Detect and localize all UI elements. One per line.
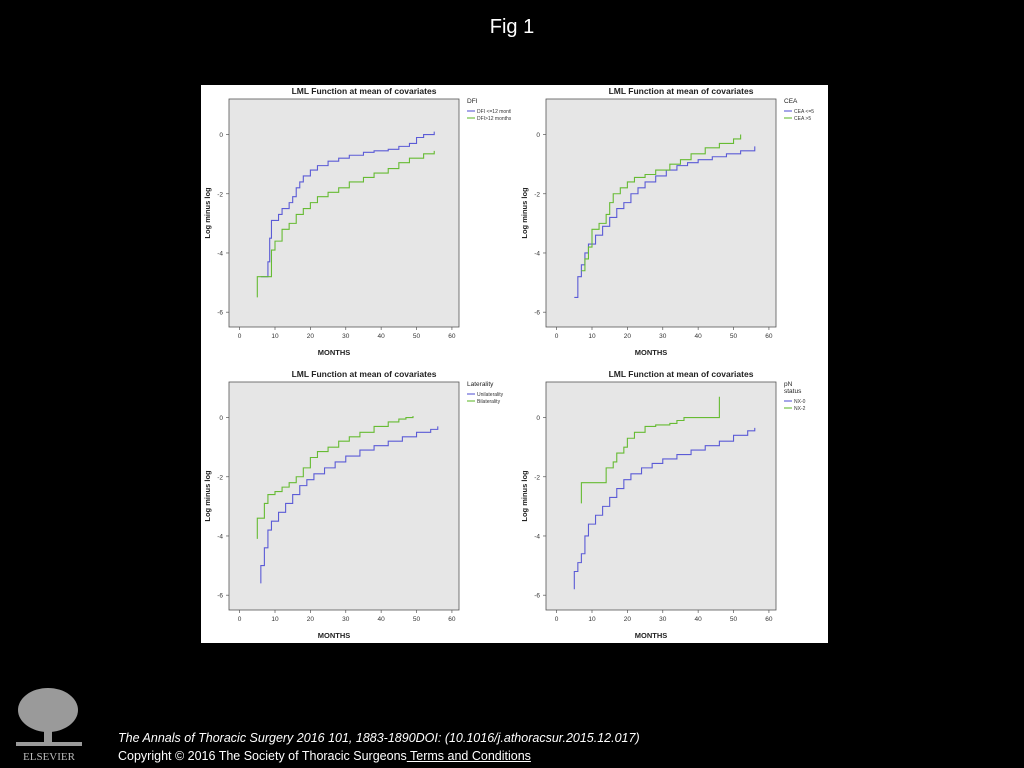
x-tick-label: 50 (730, 616, 738, 623)
chart-title: LML Function at mean of covariates (609, 86, 754, 96)
plot-area (228, 381, 460, 611)
y-tick-label: -4 (217, 533, 223, 540)
x-tick-label: 10 (588, 333, 596, 340)
x-tick-label: 60 (448, 333, 456, 340)
legend-entry: DFI <=12 months (477, 109, 511, 115)
chart-title: LML Function at mean of covariates (292, 86, 437, 96)
chart-title: LML Function at mean of covariates (609, 369, 754, 379)
y-tick-label: 0 (536, 415, 540, 422)
copyright-line: Copyright © 2016 The Society of Thoracic… (118, 749, 531, 763)
x-tick-label: 60 (765, 616, 773, 623)
x-tick-label: 0 (555, 616, 559, 623)
y-tick-label: -4 (534, 250, 540, 257)
x-tick-label: 20 (624, 333, 632, 340)
y-tick-label: -2 (217, 191, 223, 198)
elsevier-logo: ELSEVIER (10, 682, 88, 764)
legend-entry: Bilaterality (477, 399, 501, 405)
y-tick-label: -2 (534, 191, 540, 198)
series-line (581, 134, 742, 272)
legend-title: CEA (784, 98, 798, 105)
y-axis-label: Log minus log (203, 187, 212, 239)
x-tick-label: 20 (307, 616, 315, 623)
figure-panel: LML Function at mean of covariates 0 10 20 3… (201, 85, 828, 643)
legend-entry: CEA <=5 (794, 109, 814, 115)
x-axis-label: MONTHS (318, 631, 351, 640)
x-tick-label: 60 (765, 333, 773, 340)
y-tick-label: 0 (219, 132, 223, 139)
x-axis-label: MONTHS (318, 348, 351, 357)
chart-dfi: LML Function at mean of covariates 0 10 20 3… (201, 85, 511, 360)
legend-title: pN status (784, 381, 802, 395)
series-line (573, 427, 756, 590)
legend-title: DFI (467, 98, 478, 105)
x-tick-label: 50 (413, 616, 421, 623)
series-line (256, 416, 414, 539)
y-tick-label: -6 (534, 310, 540, 317)
series-line (256, 150, 435, 298)
x-tick-label: 0 (238, 616, 242, 623)
chart-title: LML Function at mean of covariates (292, 369, 437, 379)
y-axis-label: Log minus log (520, 187, 529, 239)
chart-svg: LML Function at mean of covariates 0 10 20 3… (520, 369, 806, 640)
y-tick-label: 0 (219, 415, 223, 422)
x-axis-label: MONTHS (635, 631, 668, 640)
x-tick-label: 40 (695, 616, 703, 623)
chart-svg: LML Function at mean of covariates 0 10 20 3… (203, 369, 504, 640)
x-axis-label: MONTHS (635, 348, 668, 357)
legend-entry: Unilaterality (477, 392, 504, 398)
y-tick-label: -6 (217, 310, 223, 317)
series-line (580, 396, 720, 504)
x-tick-label: 50 (730, 333, 738, 340)
y-tick-label: -6 (534, 593, 540, 600)
legend-entry: CEA >5 (794, 116, 811, 122)
legend-entry: DFI>12 months (477, 116, 511, 122)
terms-and-conditions-link[interactable]: Terms and Conditions (406, 749, 531, 763)
x-tick-label: 0 (238, 333, 242, 340)
y-tick-label: 0 (536, 132, 540, 139)
x-tick-label: 10 (271, 333, 279, 340)
x-tick-label: 40 (378, 616, 386, 623)
legend-entry: NX-0 (794, 399, 806, 405)
series-line (260, 131, 435, 278)
chart-svg: LML Function at mean of covariates 0 10 20 3… (520, 86, 814, 357)
chart-pn-status: LML Function at mean of covariates 0 10 20 3… (518, 368, 828, 643)
chart-laterality: LML Function at mean of covariates 0 10 20 3… (201, 368, 511, 643)
y-tick-label: -2 (217, 474, 223, 481)
x-tick-label: 30 (659, 616, 667, 623)
x-tick-label: 10 (588, 616, 596, 623)
x-tick-label: 40 (378, 333, 386, 340)
copyright-text: Copyright © 2016 The Society of Thoracic… (118, 749, 407, 763)
y-axis-label: Log minus log (203, 470, 212, 522)
figure-title: Fig 1 (489, 16, 535, 38)
plot-area (545, 98, 777, 328)
plot-area (228, 98, 460, 328)
series-line (260, 426, 439, 584)
y-tick-label: -2 (534, 474, 540, 481)
y-tick-label: -6 (217, 593, 223, 600)
publisher-label: ELSEVIER (23, 751, 76, 763)
x-tick-label: 30 (659, 333, 667, 340)
legend-title: Laterality (467, 381, 494, 388)
x-tick-label: 20 (307, 333, 315, 340)
chart-svg: LML Function at mean of covariates 0 10 20 3… (203, 86, 511, 357)
x-tick-label: 40 (695, 333, 703, 340)
x-tick-label: 30 (342, 333, 350, 340)
y-tick-label: -4 (217, 250, 223, 257)
y-tick-label: -4 (534, 533, 540, 540)
x-tick-label: 10 (271, 616, 279, 623)
x-tick-label: 60 (448, 616, 456, 623)
citation-text: The Annals of Thoracic Surgery 2016 101,… (118, 731, 640, 745)
x-tick-label: 20 (624, 616, 632, 623)
x-tick-label: 50 (413, 333, 421, 340)
x-tick-label: 0 (555, 333, 559, 340)
x-tick-label: 30 (342, 616, 350, 623)
chart-cea: LML Function at mean of covariates 0 10 20 3… (518, 85, 828, 360)
y-axis-label: Log minus log (520, 470, 529, 522)
plot-area (545, 381, 777, 611)
legend-entry: NX-2 (794, 406, 806, 412)
